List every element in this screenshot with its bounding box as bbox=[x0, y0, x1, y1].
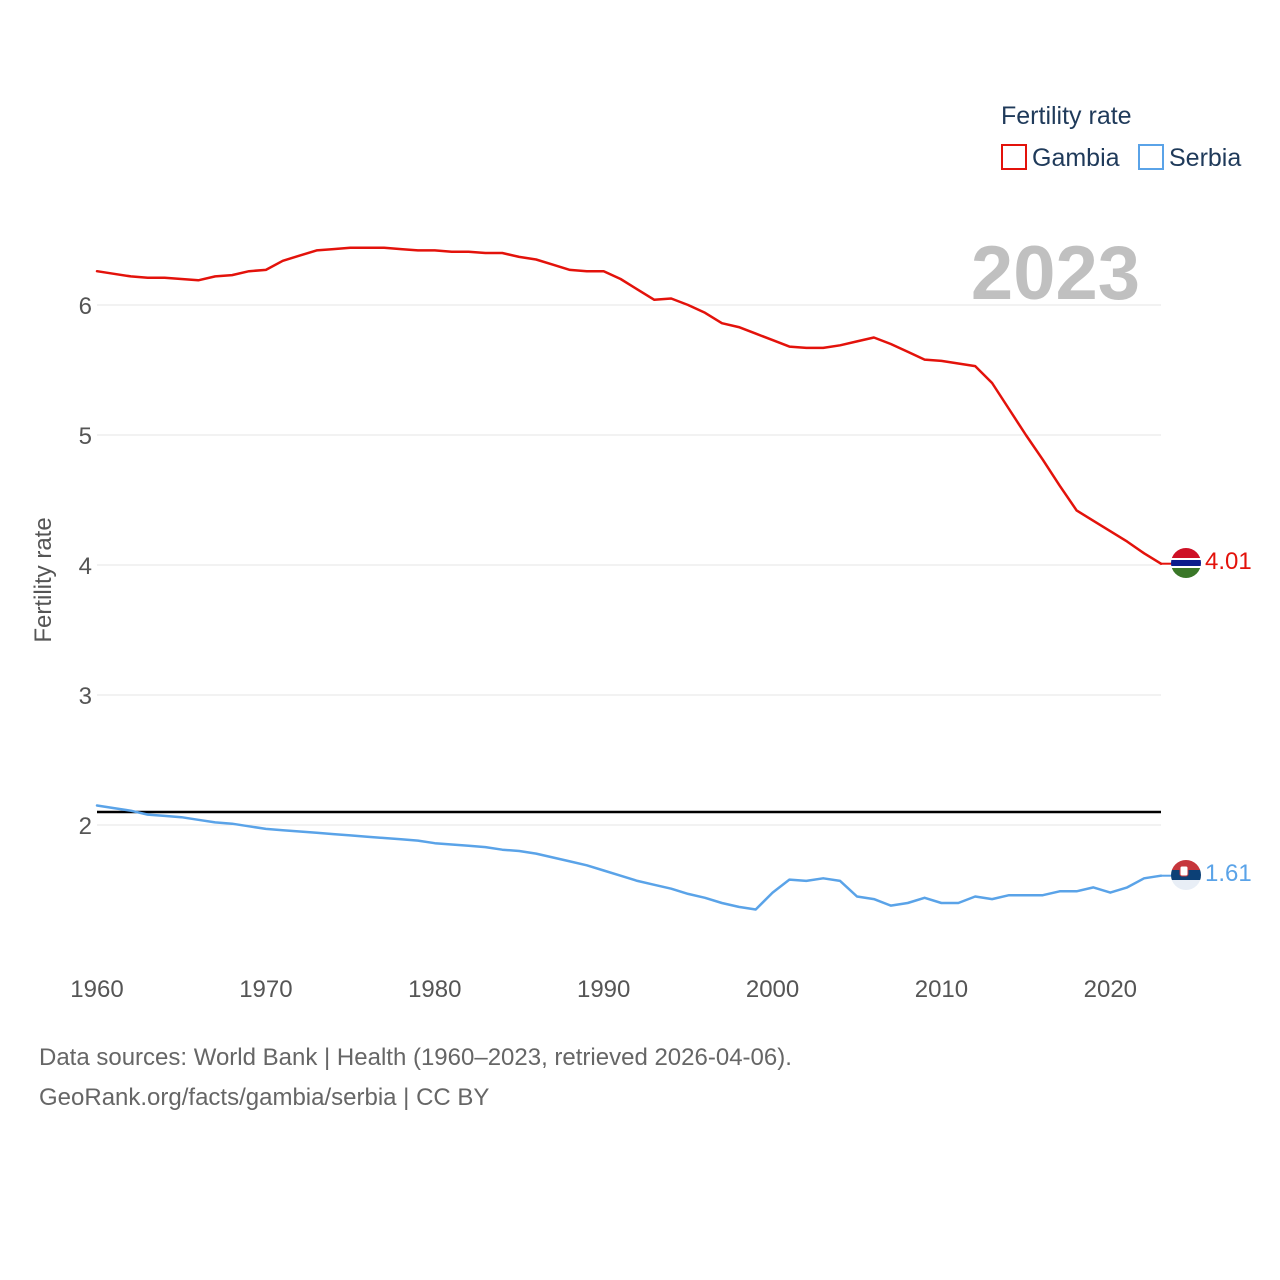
y-tick-label: 6 bbox=[79, 293, 92, 320]
x-tick-label: 2020 bbox=[1084, 976, 1137, 1003]
year-label: 2023 bbox=[971, 231, 1140, 316]
y-tick-label: 2 bbox=[79, 813, 92, 840]
legend-label-serbia: Serbia bbox=[1169, 144, 1241, 172]
y-axis-ticks: 2 3 4 5 6 bbox=[79, 293, 92, 840]
y-tick-label: 3 bbox=[79, 683, 92, 710]
x-axis-ticks: 1960 1970 1980 1990 2000 2010 2020 bbox=[70, 976, 1137, 1003]
end-label-serbia: 1.61 bbox=[1205, 860, 1252, 887]
gridlines bbox=[97, 304, 1161, 826]
legend-swatch-serbia bbox=[1138, 144, 1164, 170]
x-tick-label: 1980 bbox=[408, 976, 461, 1003]
legend-swatch-gambia bbox=[1001, 144, 1027, 170]
fertility-rate-chart: Fertility rate Gambia Serbia 2023 Fertil… bbox=[30, 102, 1252, 1003]
series-line-serbia[interactable] bbox=[95, 804, 1163, 911]
footer-link[interactable]: GeoRank.org/facts/gambia/serbia | CC BY bbox=[39, 1084, 490, 1111]
end-label-gambia: 4.01 bbox=[1205, 548, 1252, 575]
x-tick-label: 1960 bbox=[70, 976, 123, 1003]
legend: Fertility rate Gambia Serbia bbox=[1001, 102, 1241, 172]
y-tick-label: 5 bbox=[79, 423, 92, 450]
legend-title: Fertility rate bbox=[1001, 102, 1132, 130]
y-tick-label: 4 bbox=[79, 553, 92, 580]
footer-source: Data sources: World Bank | Health (1960–… bbox=[39, 1044, 792, 1071]
series-line-gambia[interactable] bbox=[95, 246, 1163, 565]
gambia-flag-icon bbox=[1171, 548, 1201, 578]
x-tick-label: 1970 bbox=[239, 976, 292, 1003]
x-tick-label: 1990 bbox=[577, 976, 630, 1003]
x-tick-label: 2010 bbox=[915, 976, 968, 1003]
legend-label-gambia: Gambia bbox=[1032, 144, 1120, 172]
series-lines bbox=[95, 246, 1172, 911]
legend-item-gambia[interactable]: Gambia bbox=[1001, 144, 1120, 172]
y-axis-title: Fertility rate bbox=[30, 517, 57, 642]
x-tick-label: 2000 bbox=[746, 976, 799, 1003]
serbia-flag-icon bbox=[1171, 860, 1201, 890]
legend-item-serbia[interactable]: Serbia bbox=[1138, 144, 1241, 172]
